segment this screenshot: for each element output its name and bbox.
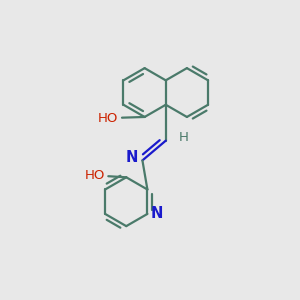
Text: H: H	[178, 130, 188, 144]
Text: N: N	[126, 150, 138, 165]
Text: HO: HO	[97, 112, 118, 125]
Text: HO: HO	[84, 169, 105, 182]
Text: N: N	[151, 206, 164, 221]
